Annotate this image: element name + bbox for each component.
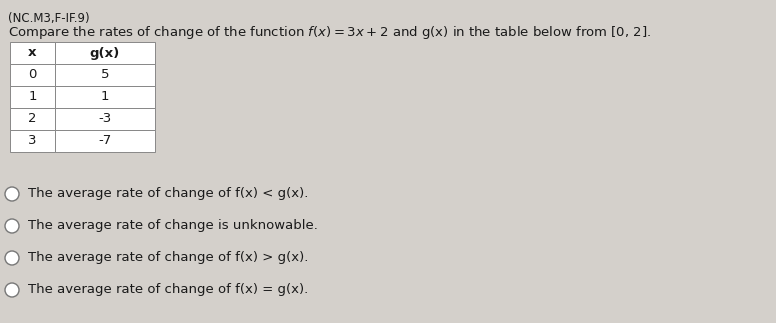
Bar xyxy=(10,130,55,152)
Text: 3: 3 xyxy=(28,134,36,148)
Text: (NC.M3,F-IF.9): (NC.M3,F-IF.9) xyxy=(8,12,89,25)
Bar xyxy=(55,42,155,64)
Circle shape xyxy=(5,187,19,201)
Circle shape xyxy=(5,251,19,265)
Text: -7: -7 xyxy=(99,134,112,148)
Circle shape xyxy=(5,283,19,297)
Bar xyxy=(10,64,55,86)
Bar xyxy=(10,108,55,130)
Bar xyxy=(10,86,55,108)
Text: g(x): g(x) xyxy=(90,47,120,59)
Circle shape xyxy=(5,219,19,233)
Text: The average rate of change of f(x) = g(x).: The average rate of change of f(x) = g(x… xyxy=(28,284,308,297)
Text: 1: 1 xyxy=(28,90,36,103)
Text: -3: -3 xyxy=(99,112,112,126)
Bar xyxy=(55,86,155,108)
Text: The average rate of change of f(x) > g(x).: The average rate of change of f(x) > g(x… xyxy=(28,252,308,265)
Text: The average rate of change is unknowable.: The average rate of change is unknowable… xyxy=(28,220,318,233)
Text: 2: 2 xyxy=(28,112,36,126)
Text: Compare the rates of change of the function $f(x) = 3x + 2$ and g(x) in the tabl: Compare the rates of change of the funct… xyxy=(8,24,651,41)
Text: 1: 1 xyxy=(101,90,109,103)
Bar xyxy=(55,130,155,152)
Text: 0: 0 xyxy=(28,68,36,81)
Bar xyxy=(10,42,55,64)
Text: 5: 5 xyxy=(101,68,109,81)
Bar xyxy=(55,108,155,130)
Text: x: x xyxy=(28,47,36,59)
Bar xyxy=(55,64,155,86)
Text: The average rate of change of f(x) < g(x).: The average rate of change of f(x) < g(x… xyxy=(28,187,308,201)
